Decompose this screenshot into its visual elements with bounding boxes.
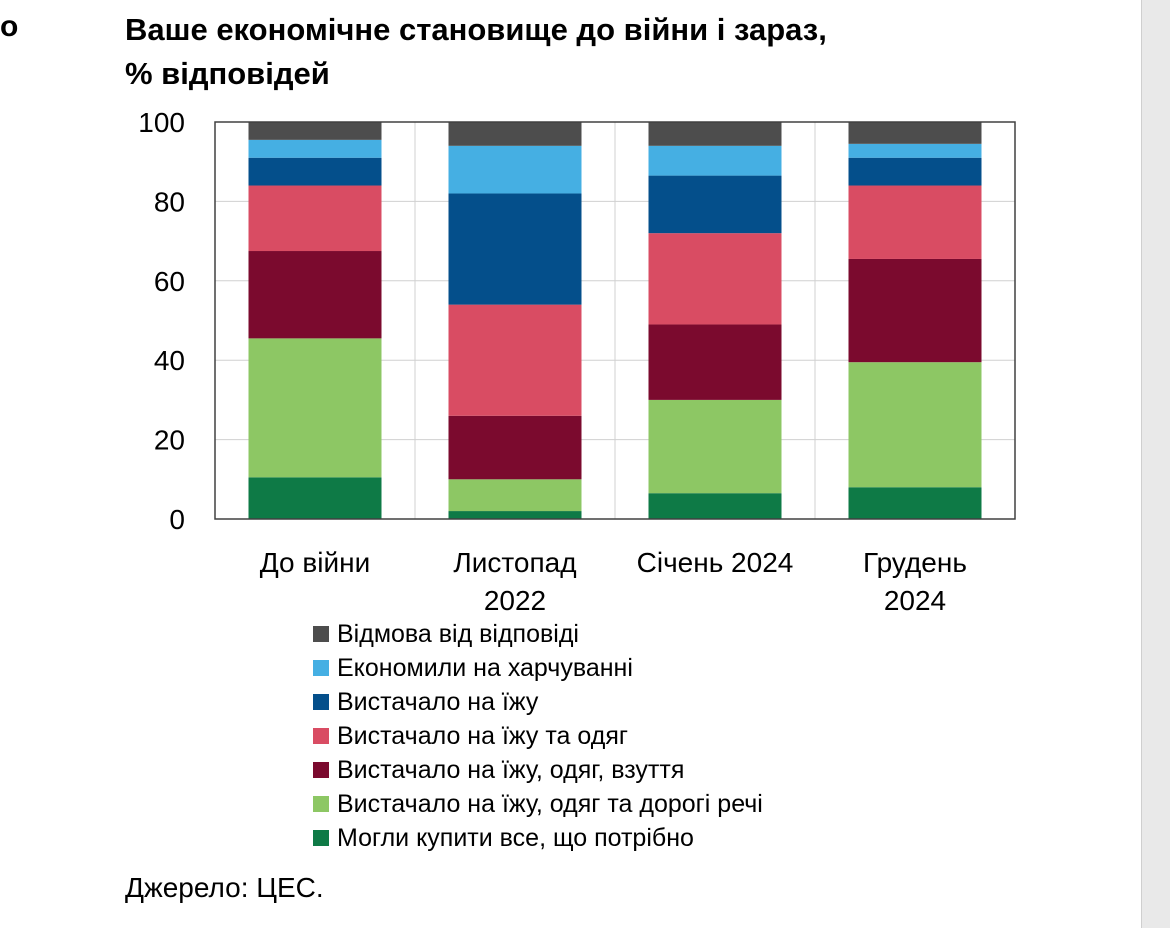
bar-segment bbox=[448, 122, 582, 146]
bar-segment bbox=[248, 185, 382, 252]
bar-segment bbox=[848, 185, 982, 259]
x-tick-label: Листопад bbox=[453, 547, 576, 578]
y-tick-label: 40 bbox=[154, 345, 185, 376]
legend-label: Могли купити все, що потрібно bbox=[337, 824, 694, 852]
bar-segment bbox=[248, 477, 382, 519]
bar-segment bbox=[248, 139, 382, 158]
legend-label: Відмова від відповіді bbox=[337, 620, 579, 648]
chart-title: Ваше економічне становище до війни і зар… bbox=[125, 8, 827, 96]
bar-segment bbox=[848, 122, 982, 144]
bar-segment bbox=[648, 145, 782, 176]
source-note: Джерело: ЦЕС. bbox=[125, 872, 324, 903]
legend-label: Вистачало на їжу bbox=[337, 688, 539, 716]
legend-swatch bbox=[313, 660, 329, 676]
plot-frame bbox=[214, 121, 1016, 520]
legend-swatch bbox=[313, 830, 329, 846]
y-tick-label: 0 bbox=[169, 504, 185, 535]
legend-item: Економили на харчуванні bbox=[313, 651, 763, 685]
window-edge-line bbox=[1141, 0, 1142, 928]
chart-subtitle: % відповідей bbox=[125, 56, 330, 91]
legend-label: Вистачало на їжу та одяг bbox=[337, 722, 628, 750]
bar-segment bbox=[848, 362, 982, 488]
bar-segment bbox=[448, 415, 582, 480]
bar-segment bbox=[848, 258, 982, 363]
bar-segment bbox=[248, 338, 382, 478]
bar-segment bbox=[448, 511, 582, 519]
legend-item: Вистачало на їжу, одяг, взуття bbox=[313, 753, 763, 787]
bar-segment bbox=[848, 157, 982, 186]
y-tick-label: 80 bbox=[154, 186, 185, 217]
legend-swatch bbox=[313, 728, 329, 744]
chart-title-line: Ваше економічне становище до війни і зар… bbox=[125, 12, 827, 47]
y-tick-label: 20 bbox=[154, 425, 185, 456]
legend-swatch bbox=[313, 762, 329, 778]
legend-item: Вистачало на їжу bbox=[313, 685, 763, 719]
cropped-edge-text: о bbox=[0, 10, 19, 43]
bar-segment bbox=[248, 157, 382, 186]
bar-segment bbox=[848, 487, 982, 519]
window-edge-strip bbox=[1142, 0, 1170, 928]
y-tick-label: 100 bbox=[138, 107, 185, 138]
bar-segment bbox=[448, 193, 582, 305]
bar-segment bbox=[648, 233, 782, 325]
bar-segment bbox=[448, 479, 582, 512]
bar-segment bbox=[648, 493, 782, 519]
bar-segment bbox=[248, 251, 382, 339]
stacked-bar-chart: 0 20 40 60 80 100 До війни Листопад 2022 Січень 2… bbox=[138, 107, 1016, 616]
x-tick-label: 2024 bbox=[884, 585, 946, 616]
bar-segment bbox=[848, 143, 982, 158]
legend-item: Вистачало на їжу, одяг та дорогі речі bbox=[313, 787, 763, 821]
bar-segment bbox=[448, 145, 582, 194]
legend-item: Відмова від відповіді bbox=[313, 617, 763, 651]
x-tick-label: 2022 bbox=[484, 585, 546, 616]
legend-swatch bbox=[313, 626, 329, 642]
legend-item: Могли купити все, що потрібно bbox=[313, 821, 763, 855]
legend-label: Економили на харчуванні bbox=[337, 654, 633, 682]
legend-swatch bbox=[313, 694, 329, 710]
bar-segment bbox=[648, 122, 782, 146]
bar-segment bbox=[248, 122, 382, 140]
bar-segment bbox=[648, 175, 782, 234]
legend-item: Вистачало на їжу та одяг bbox=[313, 719, 763, 753]
y-tick-label: 60 bbox=[154, 266, 185, 297]
chart-legend: Відмова від відповіді Економили на харчув… bbox=[313, 617, 763, 855]
legend-swatch bbox=[313, 796, 329, 812]
x-tick-label: Грудень bbox=[863, 547, 967, 578]
bar-segment bbox=[648, 324, 782, 400]
bar-segment bbox=[648, 399, 782, 494]
legend-label: Вистачало на їжу, одяг, взуття bbox=[337, 756, 685, 784]
legend-label: Вистачало на їжу, одяг та дорогі речі bbox=[337, 790, 763, 818]
x-tick-label: До війни bbox=[260, 547, 370, 578]
x-tick-label: Січень 2024 bbox=[637, 547, 794, 578]
bar-segment bbox=[448, 304, 582, 416]
